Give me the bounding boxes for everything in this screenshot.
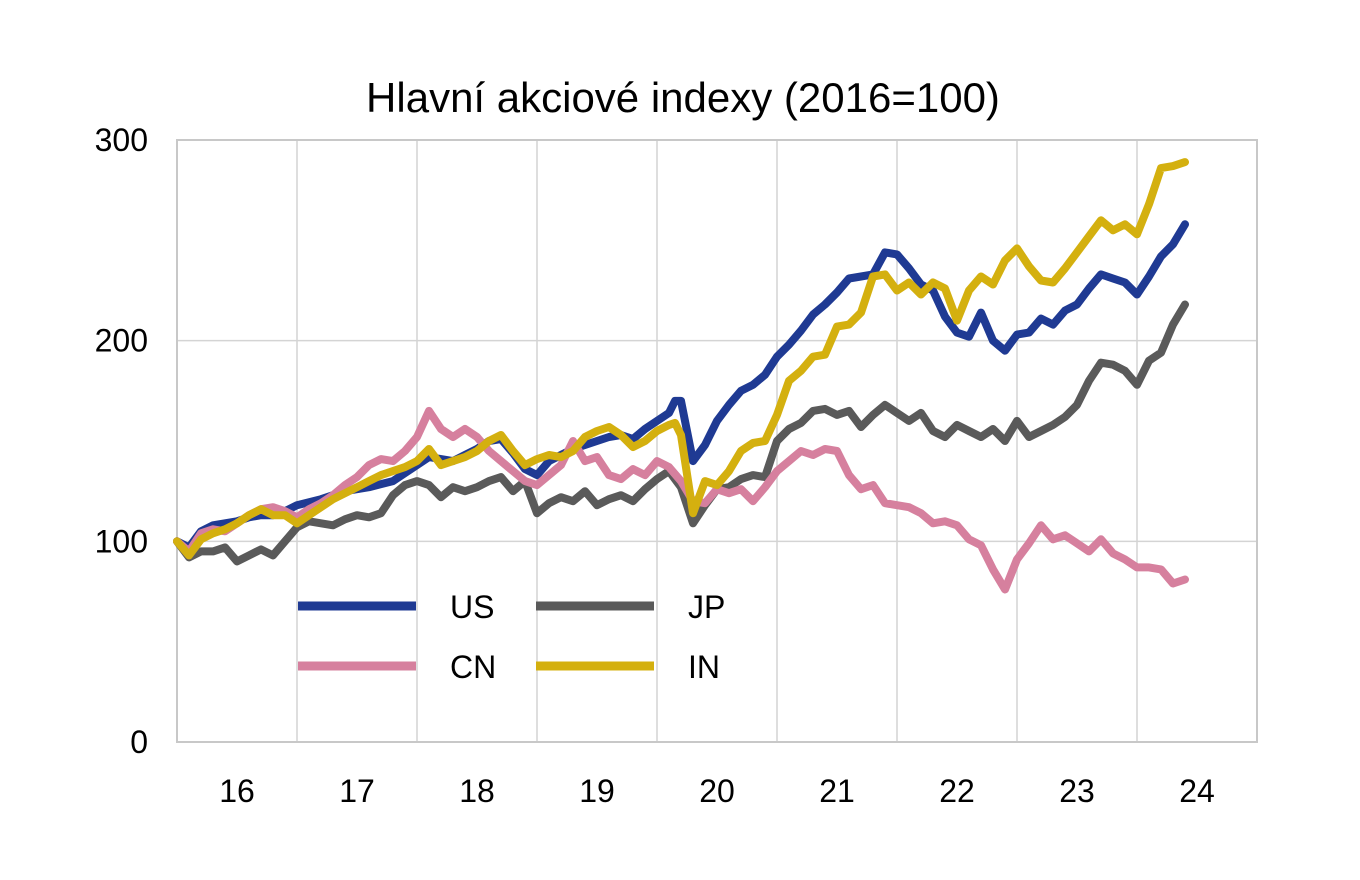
y-tick-label: 300 — [95, 122, 148, 158]
x-tick-label: 20 — [699, 773, 735, 809]
x-axis-tick-labels: 16 17 18 19 20 21 22 23 24 — [219, 773, 1215, 809]
y-tick-label: 200 — [95, 323, 148, 359]
plot-area-frame — [176, 139, 1258, 743]
x-tick-label: 21 — [819, 773, 855, 809]
legend: US JP CN IN — [298, 589, 725, 685]
y-tick-label: 100 — [95, 523, 148, 559]
chart-title: Hlavní akciové indexy (2016=100) — [366, 74, 1000, 121]
data-series — [173, 158, 1189, 594]
y-tick-label: 0 — [130, 724, 148, 760]
legend-label-in: IN — [688, 649, 720, 685]
x-tick-label: 16 — [219, 773, 255, 809]
legend-label-us: US — [450, 589, 494, 625]
x-tick-label: 23 — [1059, 773, 1095, 809]
x-tick-label: 24 — [1179, 773, 1215, 809]
legend-label-cn: CN — [450, 649, 496, 685]
x-tick-label: 18 — [459, 773, 495, 809]
y-axis-tick-labels: 0 100 200 300 — [95, 122, 148, 760]
x-tick-label: 19 — [579, 773, 615, 809]
x-tick-label: 17 — [339, 773, 375, 809]
series-line-in — [173, 158, 1189, 560]
x-tick-label: 22 — [939, 773, 975, 809]
series-line-us — [173, 220, 1189, 552]
legend-label-jp: JP — [688, 589, 725, 625]
series-line-cn — [173, 406, 1189, 594]
